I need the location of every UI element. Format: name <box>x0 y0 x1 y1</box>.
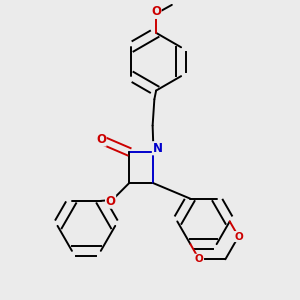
Text: O: O <box>195 254 203 264</box>
Text: O: O <box>106 195 116 208</box>
Text: O: O <box>234 232 243 242</box>
Text: O: O <box>151 5 161 18</box>
Text: O: O <box>96 133 106 146</box>
Text: N: N <box>152 142 162 155</box>
